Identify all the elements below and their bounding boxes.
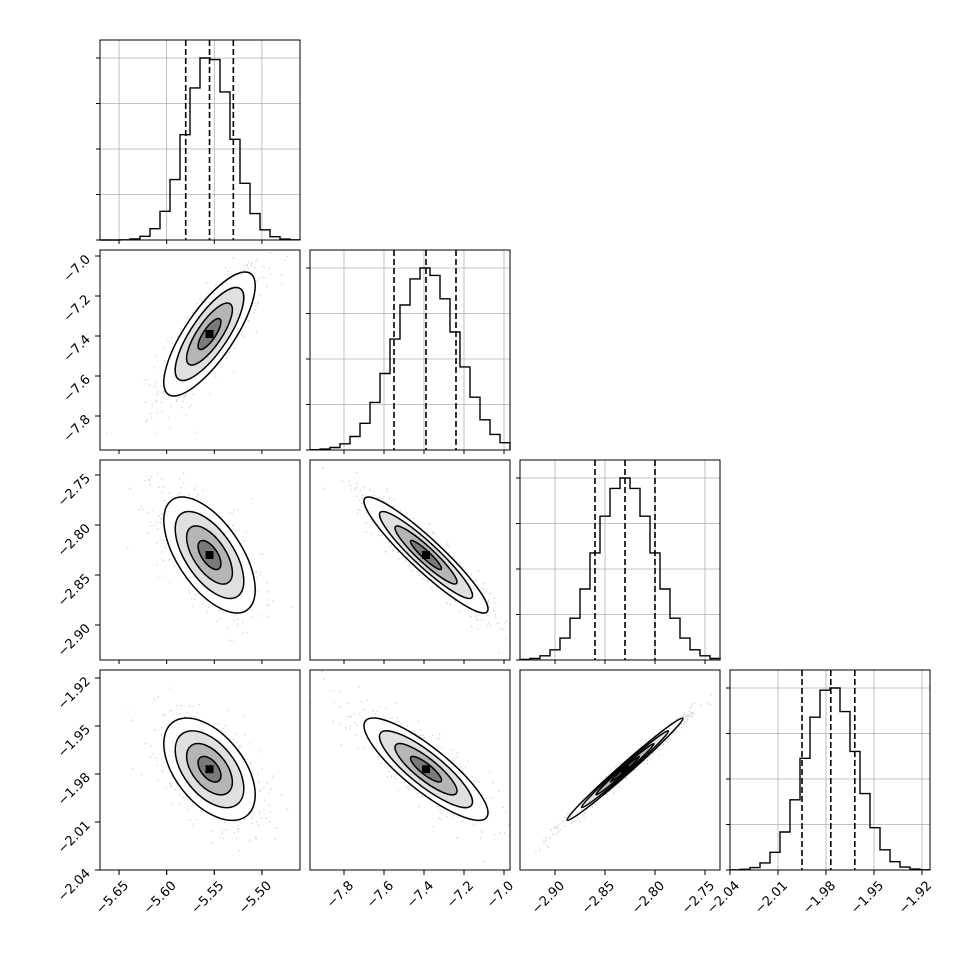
density-peak <box>621 765 629 774</box>
density-peak <box>422 765 430 774</box>
panel-frame <box>519 669 721 871</box>
panel-frame <box>99 669 301 871</box>
contour-line-2 <box>185 302 234 366</box>
density-peak <box>205 330 214 338</box>
panel-frame <box>519 459 721 661</box>
x-tick-label: −1.98 <box>800 878 839 917</box>
y-tick-label: −1.95 <box>55 722 94 761</box>
contour-line-3 <box>580 730 670 809</box>
y-tick-label: −7.2 <box>61 292 94 325</box>
y-tick-label: −2.75 <box>55 471 94 510</box>
contour-line-1 <box>609 755 641 783</box>
contour-line-2 <box>595 742 655 796</box>
contour-line-1 <box>197 539 222 571</box>
panel-frame <box>309 669 511 871</box>
panel-content <box>535 693 712 853</box>
panel-frame <box>309 249 511 451</box>
scatter-panel-4-1 <box>99 669 301 871</box>
panel-content <box>127 687 289 852</box>
x-tick-label: −5.55 <box>189 878 228 917</box>
x-tick-label: −7.2 <box>444 878 477 911</box>
contour-line-4 <box>163 496 256 614</box>
y-tick-label: −7.6 <box>61 372 94 405</box>
x-tick-label: −2.85 <box>579 878 618 917</box>
y-tick-label: −2.85 <box>55 571 94 610</box>
x-tick-label: −1.92 <box>896 878 935 917</box>
x-tick-label: −1.95 <box>848 878 887 917</box>
panel-frame <box>99 459 301 661</box>
scatter-panel-3-2 <box>309 459 511 661</box>
x-tick-label: −5.60 <box>141 878 180 917</box>
x-tick-label: −7.6 <box>364 878 397 911</box>
panel-frame <box>99 39 301 241</box>
x-tick-label: −7.0 <box>484 878 517 911</box>
panel-content <box>106 252 288 435</box>
x-tick-label: −2.90 <box>529 878 568 917</box>
contour-line-2 <box>185 742 234 796</box>
density-peak <box>422 551 430 559</box>
contour-line-4 <box>363 717 489 822</box>
panel-content <box>127 472 293 660</box>
contour-line-4 <box>163 717 256 822</box>
y-tick-label: −2.80 <box>55 521 94 560</box>
y-tick-label: −7.8 <box>61 412 94 445</box>
contour-line-2 <box>185 525 234 585</box>
density-peak <box>205 765 214 774</box>
panel-content <box>322 467 508 654</box>
panel-content <box>310 670 510 863</box>
y-tick-label: −2.90 <box>55 621 94 660</box>
contour-line-4 <box>363 496 489 614</box>
x-tick-label: −7.8 <box>324 878 357 911</box>
contour-line-3 <box>174 510 245 600</box>
density-peak <box>205 551 214 559</box>
panel-frame <box>309 459 511 661</box>
contour-line-1 <box>409 755 443 783</box>
scatter-panel-3-1 <box>99 459 301 661</box>
y-tick-label: −1.98 <box>55 770 94 809</box>
histogram-step <box>100 57 301 241</box>
hist-panel-3 <box>516 459 721 661</box>
panel-frame <box>729 669 931 871</box>
contour-line-3 <box>378 730 474 809</box>
x-tick-label: −5.65 <box>93 878 132 917</box>
contour-line-3 <box>174 286 245 382</box>
contour-line-1 <box>197 755 222 783</box>
y-tick-label: −7.4 <box>61 332 94 365</box>
x-tick-label: −2.80 <box>629 878 668 917</box>
x-tick-label: −7.4 <box>404 878 437 911</box>
contour-line-2 <box>394 742 458 796</box>
contour-line-2 <box>394 525 458 585</box>
contour-line-1 <box>197 317 222 351</box>
contour-line-3 <box>378 510 474 600</box>
contour-line-4 <box>163 271 256 397</box>
y-tick-label: −1.92 <box>55 674 94 713</box>
y-tick-label: −2.01 <box>55 818 94 857</box>
x-tick-label: −5.50 <box>236 878 275 917</box>
scatter-panel-2-1 <box>99 249 301 451</box>
hist-panel-4 <box>726 669 931 871</box>
contour-line-4 <box>566 717 684 822</box>
hist-background <box>520 460 720 660</box>
x-tick-label: −2.01 <box>752 878 791 917</box>
panel-frame <box>99 249 301 451</box>
scatter-panel-4-2 <box>309 669 511 871</box>
contour-line-3 <box>174 730 245 809</box>
histogram-step <box>519 477 721 661</box>
hist-panel-2 <box>306 249 511 451</box>
y-tick-label: −7.0 <box>61 252 94 285</box>
histogram-step <box>309 267 511 451</box>
hist-panel-1 <box>96 39 301 241</box>
y-tick-label: −2.04 <box>55 866 94 905</box>
contour-line-1 <box>409 539 443 571</box>
scatter-panel-4-3 <box>519 669 721 871</box>
